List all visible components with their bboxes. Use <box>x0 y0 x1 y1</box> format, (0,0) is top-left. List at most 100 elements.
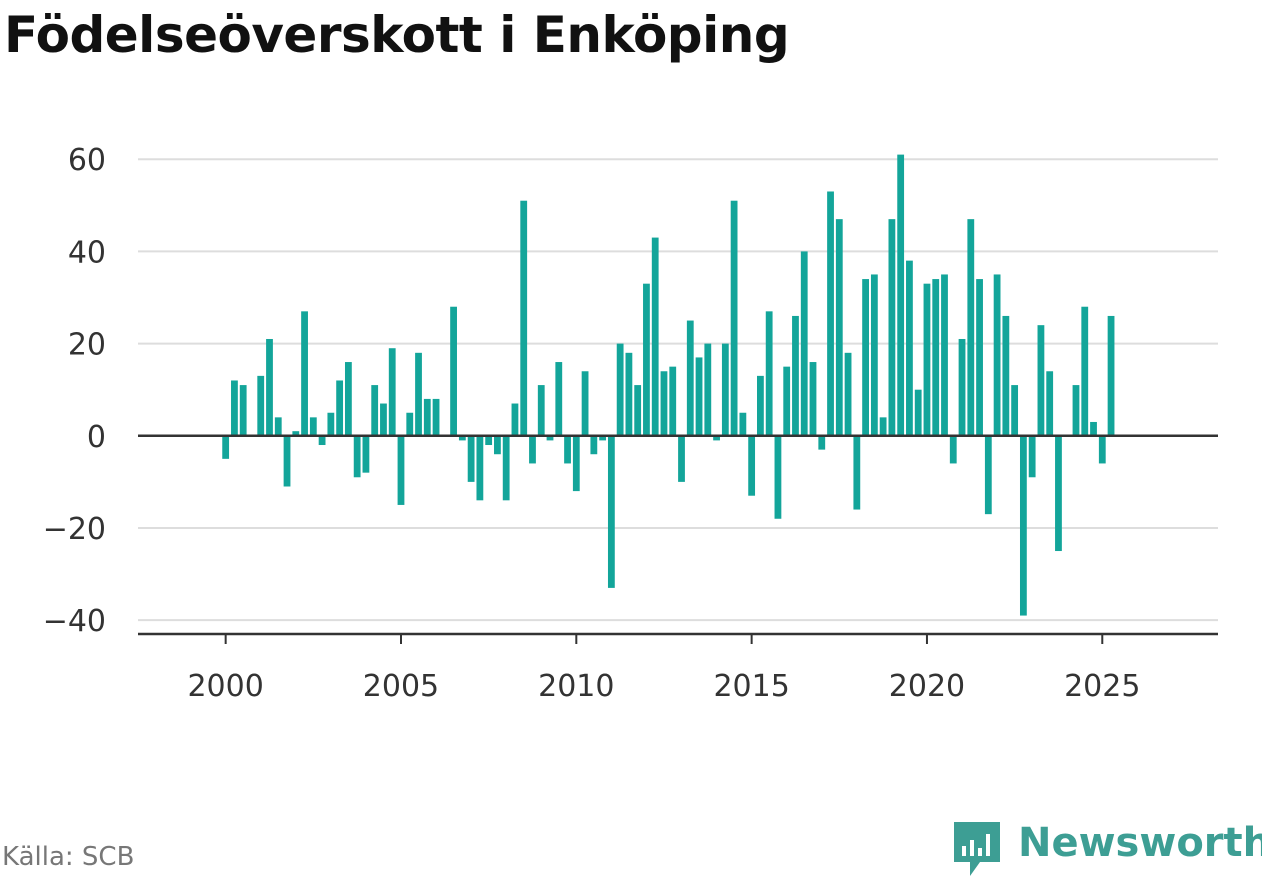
bar-2014-Q2 <box>721 343 729 436</box>
bar-2017-Q3 <box>835 219 843 436</box>
bar-2017-Q1 <box>818 435 826 450</box>
source-note: Källa: SCB <box>2 842 135 872</box>
bar-2022-Q2 <box>1002 315 1010 436</box>
newsworthy-logo-icon <box>954 822 1000 876</box>
bar-2014-Q1 <box>713 435 720 441</box>
bar-2022-Q4 <box>1019 435 1027 616</box>
bar-2004-Q3 <box>380 403 387 436</box>
bar-2002-Q3 <box>309 417 317 436</box>
bar-2023-Q3 <box>1046 371 1054 436</box>
bar-2012-Q2 <box>651 237 659 436</box>
bar-2015-Q3 <box>765 311 773 436</box>
bar-2024-Q3 <box>1081 306 1089 436</box>
bar-2004-Q2 <box>371 385 379 436</box>
bar-2021-Q4 <box>984 435 992 515</box>
x-tick-label: 2005 <box>363 669 439 704</box>
bar-2019-Q1 <box>888 219 896 436</box>
x-tick-label: 2010 <box>538 669 614 704</box>
y-tick-label: 0 <box>87 420 106 455</box>
bar-2003-Q2 <box>336 380 344 436</box>
bar-2019-Q2 <box>897 154 905 436</box>
bar-2000-Q2 <box>231 380 238 436</box>
bar-2004-Q4 <box>388 348 396 436</box>
bar-2025-Q2 <box>1107 315 1115 436</box>
x-tick-label: 2000 <box>187 669 263 704</box>
bar-2014-Q3 <box>730 200 738 436</box>
bar-2002-Q2 <box>301 311 308 436</box>
bar-2003-Q1 <box>327 412 335 436</box>
bar-2008-Q1 <box>502 435 510 501</box>
bar-2014-Q4 <box>739 412 747 436</box>
bar-2024-Q4 <box>1090 421 1097 436</box>
bar-2009-Q1 <box>537 385 545 436</box>
bar-2006-Q1 <box>432 398 440 436</box>
bar-2009-Q3 <box>555 362 563 436</box>
bar-2007-Q4 <box>494 435 501 455</box>
axes <box>138 434 1218 636</box>
x-tick-label: 2015 <box>713 669 789 704</box>
bar-2021-Q1 <box>958 338 966 436</box>
bar-2023-Q4 <box>1055 435 1062 552</box>
bar-2000-Q1 <box>222 435 230 459</box>
bar-2025-Q1 <box>1098 435 1106 464</box>
bar-2003-Q4 <box>353 435 361 478</box>
bar-2020-Q2 <box>932 279 940 436</box>
brand-name: Newsworthy <box>1018 820 1262 866</box>
bar-2018-Q1 <box>853 435 861 510</box>
bar-2016-Q1 <box>783 366 791 436</box>
y-axis-ticks: −40 −20 0 20 40 60 <box>43 143 106 639</box>
bar-2011-Q2 <box>616 343 624 436</box>
y-tick-label: 40 <box>68 235 106 270</box>
bar-2007-Q2 <box>476 435 484 501</box>
bar-2019-Q4 <box>914 389 922 436</box>
bar-2008-Q2 <box>511 403 519 436</box>
bar-2017-Q2 <box>827 191 834 436</box>
bar-2015-Q4 <box>774 435 782 519</box>
bars <box>222 154 1115 616</box>
bar-2005-Q2 <box>406 412 414 436</box>
bar-2016-Q4 <box>809 362 817 436</box>
bar-2000-Q3 <box>239 385 247 436</box>
bar-2013-Q2 <box>686 320 694 436</box>
y-tick-label: −20 <box>43 512 106 547</box>
bar-2002-Q4 <box>318 435 326 446</box>
bar-2011-Q3 <box>625 352 633 436</box>
bar-2022-Q3 <box>1011 385 1019 436</box>
bar-2020-Q4 <box>949 435 957 464</box>
bar-2022-Q1 <box>993 274 1001 436</box>
bar-2017-Q4 <box>844 352 852 436</box>
bar-2001-Q4 <box>283 435 291 487</box>
bar-2005-Q1 <box>397 435 405 505</box>
bar-2007-Q3 <box>485 435 493 446</box>
bar-2001-Q3 <box>274 417 282 436</box>
bar-2021-Q2 <box>967 219 975 436</box>
bar-2012-Q4 <box>669 366 677 436</box>
bar-2009-Q2 <box>546 435 554 441</box>
bar-2023-Q1 <box>1028 435 1036 478</box>
bar-2008-Q3 <box>520 200 528 436</box>
bar-2010-Q4 <box>599 435 607 441</box>
bar-2016-Q3 <box>800 251 808 436</box>
bar-2007-Q1 <box>467 435 475 482</box>
bar-2006-Q4 <box>458 435 466 441</box>
bar-2013-Q1 <box>678 435 685 482</box>
bar-2021-Q3 <box>976 279 983 436</box>
bar-2011-Q4 <box>634 385 642 436</box>
bar-2003-Q3 <box>344 362 352 436</box>
y-tick-label: 60 <box>68 143 106 178</box>
y-tick-label: −40 <box>43 604 106 639</box>
chart-title: Födelseöverskott i Enköping <box>4 6 790 64</box>
bar-2019-Q3 <box>906 260 913 436</box>
bar-2024-Q2 <box>1072 385 1080 436</box>
bar-2010-Q2 <box>581 371 589 436</box>
bar-2018-Q2 <box>862 279 869 436</box>
bar-2015-Q2 <box>757 375 764 436</box>
bar-2011-Q1 <box>607 435 615 588</box>
bar-2005-Q3 <box>415 352 422 436</box>
bar-2001-Q1 <box>257 375 265 436</box>
y-tick-label: 20 <box>68 328 106 363</box>
bar-2002-Q1 <box>292 431 300 436</box>
bar-2012-Q1 <box>643 283 650 436</box>
bar-2013-Q4 <box>704 343 712 436</box>
